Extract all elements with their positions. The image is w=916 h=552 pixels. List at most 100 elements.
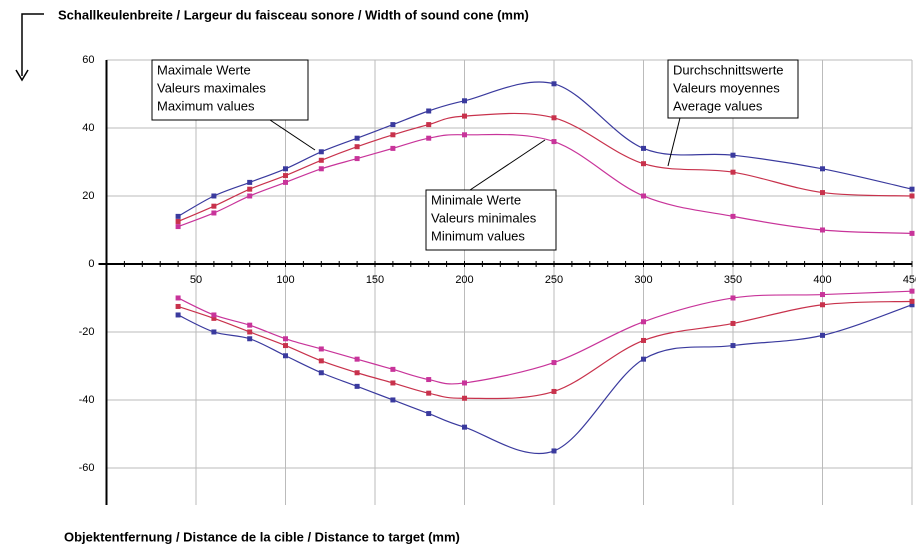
point (641, 356, 646, 362)
point (641, 337, 646, 343)
point (551, 388, 557, 394)
point (175, 295, 181, 301)
point (247, 336, 253, 342)
annotation-box (151, 59, 309, 121)
point (211, 312, 217, 318)
point (820, 227, 825, 233)
point (641, 319, 646, 325)
point (247, 193, 253, 199)
annotation-text: Valeurs maximales (157, 80, 266, 95)
point (390, 145, 396, 151)
point (318, 149, 324, 155)
annotation-text: Average values (673, 98, 763, 113)
x-tick-label: 300 (634, 274, 652, 286)
point (354, 156, 360, 162)
point (283, 336, 288, 342)
point (318, 166, 324, 172)
point (247, 186, 253, 192)
point (730, 343, 736, 349)
annotation-text: Maximale Werte (157, 62, 251, 77)
point (462, 132, 467, 138)
point (462, 395, 467, 401)
annotation-text: Minimum values (431, 228, 525, 243)
point (730, 169, 736, 175)
point (551, 448, 557, 454)
point (390, 132, 396, 138)
annotation-text: Maximum values (157, 98, 255, 113)
y-tick-label: -20 (79, 326, 95, 338)
x-tick-label: 50 (190, 274, 202, 286)
leader-line (469, 139, 546, 191)
annotation-text: Minimale Werte (431, 192, 521, 207)
arrow-head (15, 69, 29, 82)
point (462, 424, 467, 430)
annotation-box (425, 189, 557, 251)
point (426, 390, 432, 396)
y-tick-label: -60 (79, 462, 95, 474)
point (909, 186, 915, 192)
point (820, 302, 825, 308)
point (283, 343, 288, 349)
point (641, 145, 646, 151)
y-tick-label: 40 (82, 122, 94, 134)
point (175, 218, 181, 224)
point (211, 315, 217, 321)
leader-line (667, 117, 681, 167)
x-tick-label: 150 (366, 274, 384, 286)
x-tick-label: 200 (455, 274, 473, 286)
point (909, 302, 915, 308)
point (909, 298, 915, 304)
point (426, 411, 432, 417)
point (283, 173, 288, 179)
y-tick-label: 60 (82, 54, 94, 66)
point (820, 332, 825, 338)
point (354, 144, 360, 150)
point (730, 295, 736, 301)
annotation-text: Durchschnittswerte (673, 62, 784, 77)
point (175, 312, 181, 318)
point (318, 358, 324, 364)
point (354, 135, 360, 141)
x-tick-label: 250 (545, 274, 563, 286)
point (283, 353, 288, 359)
point (247, 329, 253, 335)
point (909, 193, 915, 199)
point (318, 346, 324, 352)
series-line (177, 300, 913, 400)
point (175, 303, 181, 309)
point (730, 213, 736, 219)
point (390, 397, 396, 403)
point (390, 366, 396, 372)
point (247, 322, 253, 328)
chart-title: Schallkeulenbreite / Largeur du faisceau… (58, 7, 529, 22)
point (354, 356, 360, 362)
point (730, 152, 736, 158)
point (551, 139, 557, 145)
point (426, 377, 432, 383)
point (175, 213, 181, 219)
point (909, 288, 915, 294)
point (426, 122, 432, 128)
point (730, 320, 736, 326)
x-tick-label: 400 (813, 274, 831, 286)
annotation-text: Valeurs minimales (431, 210, 537, 225)
y-tick-label: 20 (82, 190, 94, 202)
point (909, 230, 915, 236)
point (390, 122, 396, 128)
point (820, 292, 825, 298)
annotation-box (667, 59, 799, 119)
annotation-text: Valeurs moyennes (673, 80, 780, 95)
point (426, 135, 432, 141)
point (820, 166, 825, 172)
point (462, 98, 467, 104)
point (175, 224, 181, 230)
point (318, 370, 324, 376)
y-tick-label: 0 (88, 258, 94, 270)
point (551, 115, 557, 121)
x-axis-label: Objektentfernung / Distance de la cible … (64, 529, 460, 544)
point (211, 203, 217, 209)
point (551, 360, 557, 366)
point (641, 161, 646, 167)
x-tick-label: 350 (724, 274, 742, 286)
point (283, 166, 288, 172)
